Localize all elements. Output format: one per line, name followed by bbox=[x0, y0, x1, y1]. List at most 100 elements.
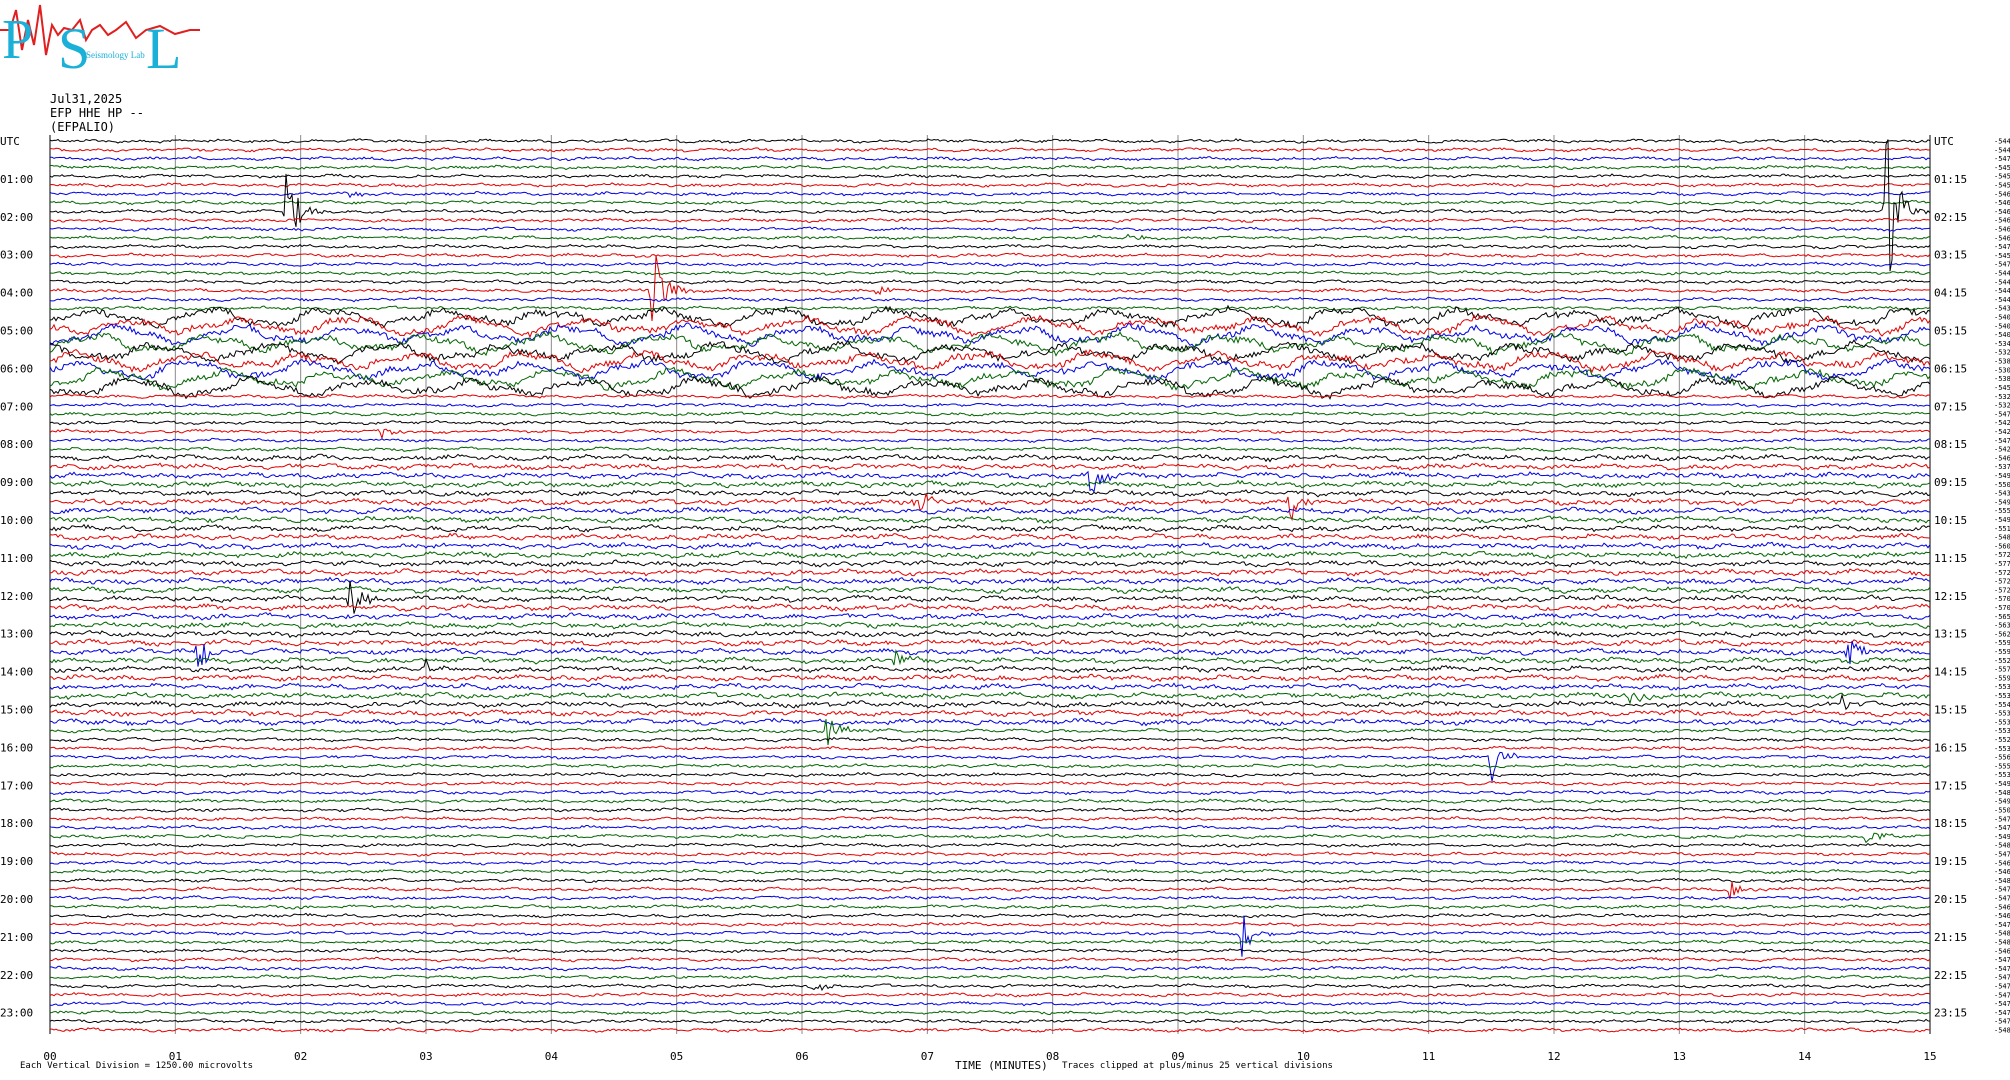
trace-offset-label: -5381 bbox=[1994, 375, 2010, 383]
trace-line-24 bbox=[49, 339, 1931, 365]
trace-line-44 bbox=[49, 523, 1931, 533]
psl-logo: P S L Seismology Lab bbox=[0, 4, 200, 81]
right-hour-label: 07:15 bbox=[1934, 400, 1967, 413]
left-hour-labels: UTC 01:00 02:00 03:00 04:00 05:00 06:00 07:00 08… bbox=[0, 135, 33, 1020]
minute-gridlines bbox=[49, 135, 1931, 1034]
trace-offset-label: -5452 bbox=[1994, 252, 2010, 260]
trace-offset-label: -5458 bbox=[1994, 164, 2010, 172]
left-hour-label: 15:00 bbox=[0, 704, 33, 717]
trace-offset-label: -5465 bbox=[1994, 868, 2010, 876]
trace-offset-label: -5482 bbox=[1994, 877, 2010, 885]
trace-offset-label: -5701 bbox=[1994, 595, 2010, 603]
trace-line-62 bbox=[49, 682, 1931, 691]
trace-offset-label: -5474 bbox=[1994, 991, 2010, 999]
trace-offset-label: -5511 bbox=[1994, 525, 2010, 533]
trace-offset-label: -5729 bbox=[1994, 551, 2010, 559]
trace-offset-label: -5476 bbox=[1994, 824, 2010, 832]
left-hour-label: 12:00 bbox=[0, 590, 33, 603]
trace-offset-label: -5462 bbox=[1994, 190, 2010, 198]
trace-offset-label: -5477 bbox=[1994, 965, 2010, 973]
trace-line-30 bbox=[49, 402, 1931, 408]
trace-offset-label: -5421 bbox=[1994, 428, 2010, 436]
trace-line-3 bbox=[49, 164, 1931, 171]
trace-line-79 bbox=[49, 832, 1931, 844]
trace-offset-label: -5532 bbox=[1994, 710, 2010, 718]
trace-offset-label: -5460 bbox=[1994, 208, 2010, 216]
trace-line-36 bbox=[49, 453, 1931, 463]
trace-line-80 bbox=[49, 842, 1931, 848]
trace-offset-label: -5474 bbox=[1994, 437, 2010, 445]
left-hour-label: 03:00 bbox=[0, 249, 33, 262]
trace-line-23 bbox=[49, 330, 1931, 357]
trace-offset-label: -5431 bbox=[1994, 305, 2010, 313]
left-hour-label: 20:00 bbox=[0, 893, 33, 906]
trace-line-38 bbox=[49, 470, 1931, 493]
x-tick-label: 04 bbox=[545, 1050, 559, 1063]
trace-line-53 bbox=[49, 603, 1931, 612]
right-hour-label: 22:15 bbox=[1934, 969, 1967, 982]
right-hour-label: 10:15 bbox=[1934, 514, 1967, 527]
right-hour-label: 20:15 bbox=[1934, 893, 1967, 906]
right-hour-labels: UTC 01:15 02:15 03:15 04:15 05:15 06:15 07:15 08… bbox=[1934, 135, 1967, 1020]
trace-offset-label: -5482 bbox=[1994, 930, 2010, 938]
trace-offset-label: -5471 bbox=[1994, 921, 2010, 929]
logo-letter-s: S bbox=[58, 16, 90, 81]
right-hour-label: 08:15 bbox=[1934, 438, 1967, 451]
trace-offset-label: -5467 bbox=[1994, 947, 2010, 955]
trace-line-12 bbox=[49, 243, 1931, 250]
trace-offset-label: -5596 bbox=[1994, 639, 2010, 647]
trace-line-16 bbox=[49, 278, 1931, 285]
trace-line-0 bbox=[49, 138, 1931, 144]
trace-line-60 bbox=[49, 657, 1931, 674]
clip-note: Traces clipped at plus/minus 25 vertical… bbox=[1062, 1061, 1333, 1071]
trace-line-77 bbox=[49, 815, 1931, 822]
trace-offset-label: -5469 bbox=[1994, 903, 2010, 911]
trace-offset-labels: -5440-5443-5474-5458-5457-5451-5462-5464… bbox=[1994, 138, 2010, 1035]
trace-line-22 bbox=[49, 322, 1931, 348]
right-hour-label: 05:15 bbox=[1934, 325, 1967, 338]
trace-line-68 bbox=[49, 736, 1931, 743]
trace-offset-label: -5591 bbox=[1994, 674, 2010, 682]
x-tick-label: 09 bbox=[1171, 1050, 1184, 1063]
trace-line-85 bbox=[49, 881, 1931, 900]
trace-line-65 bbox=[49, 708, 1931, 718]
trace-offset-label: -5448 bbox=[1994, 287, 2010, 295]
trace-offset-label: -5605 bbox=[1994, 542, 2010, 550]
trace-offset-label: -5476 bbox=[1994, 1000, 2010, 1008]
trace-offset-label: -5478 bbox=[1994, 1009, 2010, 1017]
trace-offset-label: -5340 bbox=[1994, 340, 2010, 348]
trace-offset-label: -5457 bbox=[1994, 173, 2010, 181]
right-hour-label: 11:15 bbox=[1934, 552, 1967, 565]
trace-line-27 bbox=[49, 366, 1931, 391]
trace-offset-label: -5658 bbox=[1994, 613, 2010, 621]
left-hour-label: 17:00 bbox=[0, 779, 33, 792]
left-hour-label: 21:00 bbox=[0, 931, 33, 944]
trace-line-101 bbox=[49, 1027, 1931, 1033]
trace-line-88 bbox=[49, 912, 1931, 919]
station-channel: EFP HHE HP -- bbox=[50, 106, 144, 120]
trace-offset-label: -5443 bbox=[1994, 146, 2010, 154]
trace-line-82 bbox=[49, 860, 1931, 866]
trace-line-89 bbox=[49, 921, 1931, 928]
trace-line-19 bbox=[49, 305, 1931, 312]
trace-offset-label: -5777 bbox=[1994, 560, 2010, 568]
left-hour-label: 09:00 bbox=[0, 476, 33, 489]
trace-offset-label: -5532 bbox=[1994, 683, 2010, 691]
trace-offset-label: -5473 bbox=[1994, 410, 2010, 418]
right-hour-label: 18:15 bbox=[1934, 817, 1967, 830]
trace-offset-label: -5495 bbox=[1994, 498, 2010, 506]
trace-line-81 bbox=[49, 851, 1931, 857]
right-hour-label: 09:15 bbox=[1934, 476, 1967, 489]
x-tick-label: 01 bbox=[169, 1050, 182, 1063]
x-axis-label: TIME (MINUTES) bbox=[955, 1059, 1048, 1072]
trace-line-31 bbox=[49, 411, 1931, 417]
x-tick-label: 11 bbox=[1422, 1050, 1435, 1063]
trace-offset-label: -5321 bbox=[1994, 402, 2010, 410]
trace-line-6 bbox=[49, 191, 1931, 199]
trace-offset-label: -5624 bbox=[1994, 630, 2010, 638]
left-hour-label: 06:00 bbox=[0, 362, 33, 375]
trace-offset-label: -5546 bbox=[1994, 701, 2010, 709]
trace-line-91 bbox=[49, 939, 1931, 945]
trace-line-75 bbox=[49, 798, 1931, 804]
trace-line-35 bbox=[49, 446, 1931, 452]
